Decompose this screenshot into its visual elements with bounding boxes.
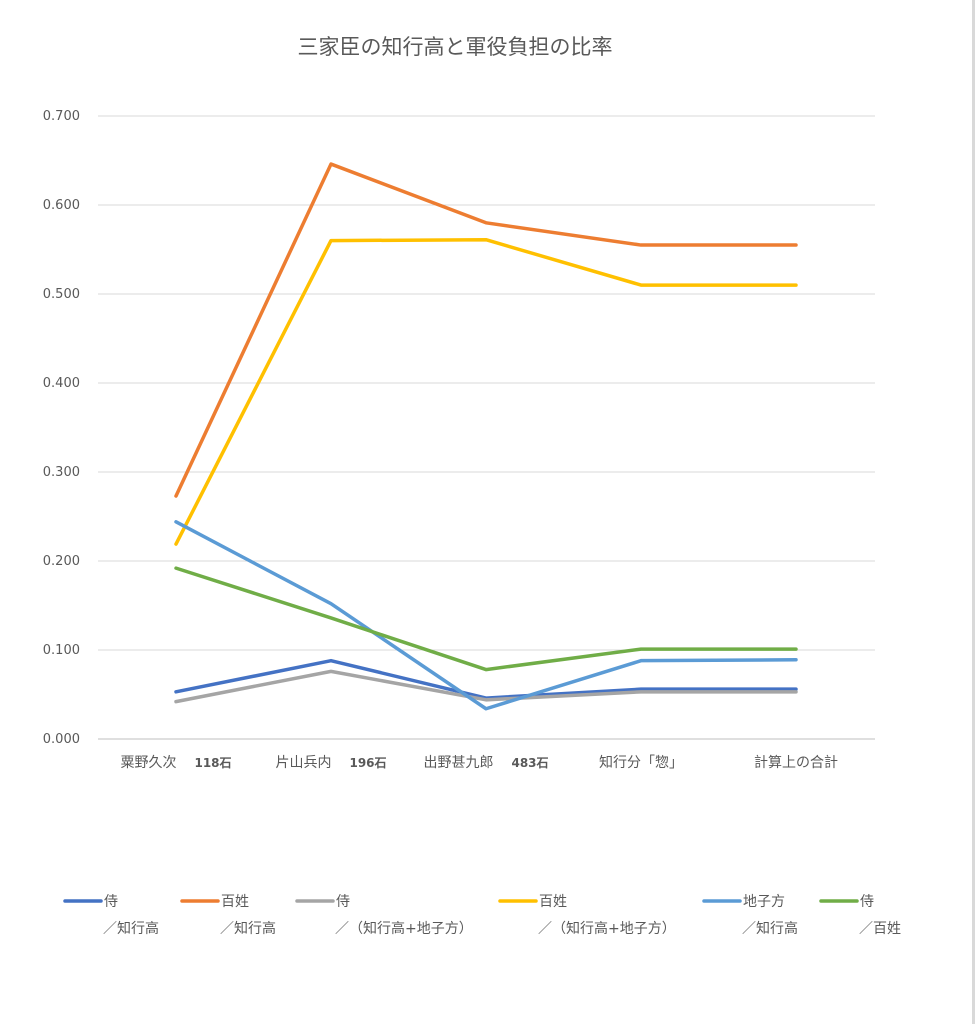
x-tick-label-text: 出野甚九郎 483石 bbox=[423, 755, 548, 771]
legend-sublabel: ／知行高 bbox=[220, 920, 276, 937]
series-line-3 bbox=[174, 237, 798, 546]
y-tick-label-5: 0.500 bbox=[43, 287, 80, 302]
y-tick-label-6: 0.600 bbox=[43, 198, 80, 213]
series-lines bbox=[174, 162, 798, 711]
x-axis-ticks: 粟野久次 118石 片山兵内 196石 出野甚九郎 483石 知行分「惣」 計算上の合計 bbox=[120, 754, 838, 771]
gridlines bbox=[98, 115, 875, 740]
x-tick-label-1: 片山兵内 196石 bbox=[275, 755, 386, 771]
legend-label: 侍 bbox=[104, 894, 118, 910]
series-line-2 bbox=[174, 669, 798, 704]
x-tick-label-0: 粟野久次 118石 bbox=[120, 755, 231, 771]
x-tick-name: 計算上の合計 bbox=[754, 755, 838, 771]
series-line-4 bbox=[174, 520, 798, 711]
legend: 侍 ／知行高 百姓 ／知行高 侍 ／（知行高+地子方） 百姓 ／（知行高+地子方） 地子方 ／知行… bbox=[63, 894, 901, 937]
x-tick-note: 118石 bbox=[194, 756, 231, 770]
series-line-0 bbox=[174, 658, 798, 700]
legend-sublabel: ／百姓 bbox=[859, 921, 901, 937]
legend-item-4: 地子方 ／知行高 bbox=[702, 894, 798, 937]
legend-item-5: 侍 ／百姓 bbox=[819, 894, 901, 937]
y-axis-ticks: 0.000 0.100 0.200 0.300 0.400 0.500 0.600 0.700 bbox=[43, 109, 80, 747]
x-tick-label-text: 粟野久次 118石 bbox=[120, 755, 231, 771]
legend-item-2: 侍 ／（知行高+地子方） bbox=[295, 894, 473, 937]
legend-item-0: 侍 ／知行高 bbox=[63, 894, 159, 937]
y-tick-label-3: 0.300 bbox=[43, 465, 80, 480]
legend-label: 侍 bbox=[860, 894, 874, 910]
series-line-1 bbox=[174, 162, 798, 498]
legend-label: 百姓 bbox=[221, 894, 249, 910]
x-tick-label-text: 計算上の合計 bbox=[754, 755, 838, 771]
x-tick-label-4: 計算上の合計 bbox=[754, 755, 838, 771]
legend-label: 侍 bbox=[336, 894, 350, 910]
x-tick-name: 出野甚九郎 bbox=[423, 755, 493, 771]
x-tick-name: 粟野久次 bbox=[120, 755, 176, 771]
x-tick-label-text: 知行分「惣」 bbox=[599, 754, 683, 771]
y-tick-label-2: 0.200 bbox=[43, 554, 80, 569]
x-tick-label-2: 出野甚九郎 483石 bbox=[423, 755, 548, 771]
y-tick-label-7: 0.700 bbox=[43, 109, 80, 124]
legend-sublabel: ／知行高 bbox=[742, 920, 798, 937]
legend-sublabel: ／（知行高+地子方） bbox=[538, 920, 676, 937]
series-line-5 bbox=[174, 566, 798, 672]
legend-label: 百姓 bbox=[539, 894, 567, 910]
y-tick-label-1: 0.100 bbox=[43, 643, 80, 658]
x-tick-label-3: 知行分「惣」 bbox=[599, 754, 683, 771]
legend-item-1: 百姓 ／知行高 bbox=[180, 894, 276, 937]
legend-sublabel: ／知行高 bbox=[103, 920, 159, 937]
legend-label: 地子方 bbox=[743, 894, 785, 910]
chart-title: 三家臣の知行高と軍役負担の比率 bbox=[298, 35, 613, 59]
x-tick-name: 知行分「惣」 bbox=[599, 754, 683, 771]
window-right-edge bbox=[972, 0, 975, 1024]
legend-sublabel: ／（知行高+地子方） bbox=[335, 920, 473, 937]
legend-item-3: 百姓 ／（知行高+地子方） bbox=[498, 894, 676, 937]
x-tick-label-text: 片山兵内 196石 bbox=[275, 755, 386, 771]
y-tick-label-0: 0.000 bbox=[43, 732, 80, 747]
x-tick-note: 196石 bbox=[349, 756, 386, 770]
x-tick-name: 片山兵内 bbox=[275, 755, 331, 771]
y-tick-label-4: 0.400 bbox=[43, 376, 80, 391]
x-tick-note: 483石 bbox=[511, 756, 548, 770]
